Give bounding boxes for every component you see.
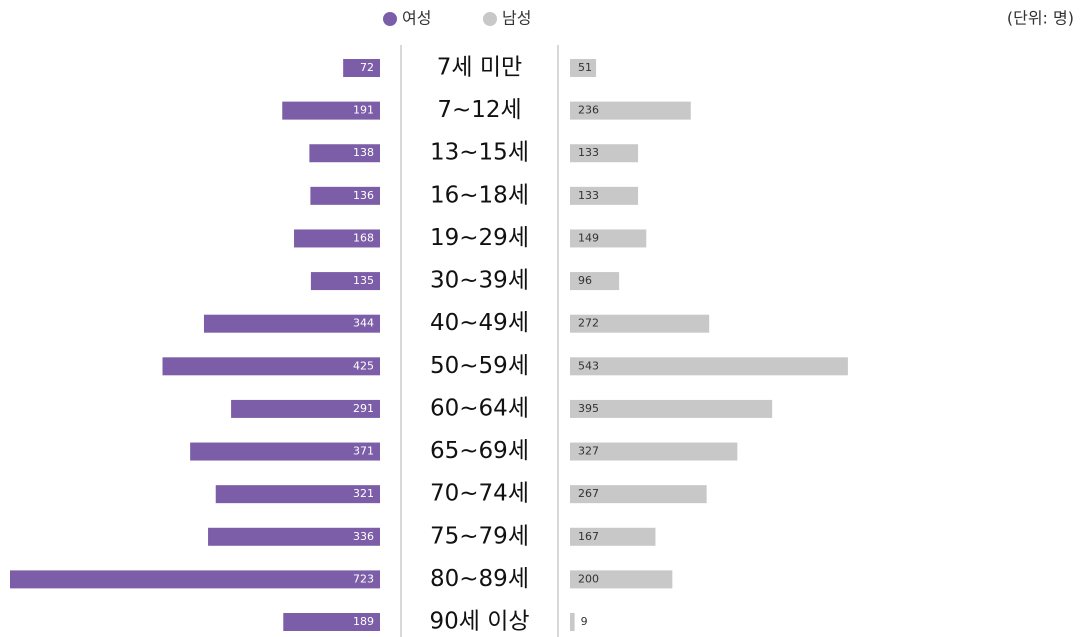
value-label: 371 [353,445,374,458]
bar [570,101,691,120]
bar [294,229,380,248]
bar [310,272,380,291]
bar [208,527,380,546]
bar [10,570,380,589]
bar [231,399,380,418]
value-label: 51 [578,61,592,74]
value-label: 267 [578,487,599,500]
legend-marker [383,12,397,26]
value-label: 543 [578,359,599,372]
bar [570,229,647,248]
bar [570,399,773,418]
value-label: 167 [578,530,599,543]
value-label: 96 [578,274,592,287]
unit-label: (단위: 명) [1007,9,1074,28]
legend-marker [483,12,497,26]
category-label: 70~74세 [430,481,529,507]
value-label: 344 [353,317,374,330]
bar [570,527,656,546]
value-label: 135 [353,274,374,287]
value-label: 72 [360,61,374,74]
bar [309,144,380,163]
bar [162,357,380,376]
bar [215,485,380,504]
bar [310,186,380,205]
bar [570,485,707,504]
value-label: 136 [353,189,374,202]
category-label: 65~69세 [430,438,529,464]
value-label: 191 [353,104,374,117]
bar [570,272,620,291]
category-label: 60~64세 [430,395,529,421]
legend-label: 남성 [502,9,531,28]
category-label: 90세 이상 [429,609,529,635]
bar [570,570,673,589]
category-label: 19~29세 [430,225,529,251]
bar [283,613,380,631]
bar [570,357,848,376]
value-label: 200 [578,572,599,585]
value-label: 9 [581,615,588,628]
category-label: 75~79세 [430,523,529,549]
value-label: 272 [578,317,599,330]
category-label: 40~49세 [430,310,529,336]
value-label: 189 [353,615,374,628]
value-label: 133 [578,146,599,159]
category-label: 16~18세 [430,182,529,208]
bar [570,186,639,205]
value-label: 138 [353,146,374,159]
value-label: 133 [578,189,599,202]
bar [570,613,575,631]
category-label: 50~59세 [430,353,529,379]
bar [190,442,380,461]
value-label: 723 [353,572,374,585]
bar [282,101,380,120]
category-label: 7~12세 [437,97,521,123]
category-label: 13~15세 [430,140,529,166]
category-label: 7세 미만 [437,55,522,81]
value-label: 321 [353,487,374,500]
bar [203,314,380,333]
value-label: 425 [353,359,374,372]
value-label: 327 [578,445,599,458]
legend-label: 여성 [402,9,431,28]
bar [570,59,597,77]
value-label: 168 [353,231,374,244]
value-label: 336 [353,530,374,543]
value-label: 236 [578,104,599,117]
category-label: 30~39세 [430,268,529,294]
value-label: 149 [578,231,599,244]
bar [570,144,639,163]
category-label: 80~89세 [430,566,529,592]
bar [343,59,380,77]
value-label: 291 [353,402,374,415]
value-label: 395 [578,402,599,415]
bar [570,314,710,333]
bar [570,442,738,461]
